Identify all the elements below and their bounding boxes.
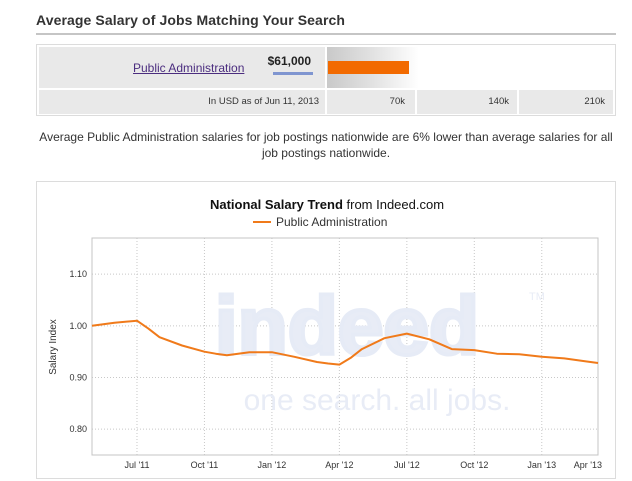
y-axis-title: Salary Index [48,319,59,375]
axis-ticks: 0.80 0.90 1.00 1.10 Jul '11 Oct '11 Jan '12 Apr… [69,269,602,470]
salary-panel: Public Administration $61,000 In USD as … [36,44,616,116]
chart-plot: indeed TM one search. all jobs. 0.80 0.90… [48,237,602,470]
watermark-tm: TM [529,291,545,303]
indeed-watermark: indeed TM one search. all jobs. [213,279,545,417]
x-tick-label: Jan '12 [258,460,287,470]
x-tick-label: Apr '13 [574,460,602,470]
chart-title: National Salary Trend from Indeed.com [37,197,617,212]
section-title: Average Salary of Jobs Matching Your Sea… [36,12,346,28]
x-tick-label: Oct '12 [460,460,488,470]
scale-label-140k: 140k [417,90,517,114]
salary-trend-chart: National Salary Trend from Indeed.com Pu… [36,181,616,479]
job-title-link[interactable]: Public Administration [133,61,245,75]
watermark-tagline: one search. all jobs. [244,384,511,417]
y-tick-label: 0.90 [69,373,87,383]
x-tick-label: Jul '12 [394,460,420,470]
legend-label: Public Administration [276,215,388,229]
series-lines [91,319,599,366]
y-tick-label: 0.80 [69,424,87,434]
legend-swatch [253,220,271,223]
series-line-public-administration [91,319,599,366]
salary-comparison-text: Average Public Administration salaries f… [39,130,613,160]
salary-underline [273,72,313,75]
plot-area [91,237,599,456]
salary-value: $61,000 [267,54,311,68]
chart-legend: Public Administration [253,215,387,229]
chart-title-bold: National Salary Trend [209,197,343,212]
job-cell [39,47,325,88]
x-tick-label: Apr '12 [325,460,353,470]
x-tick-label: Oct '11 [191,460,219,470]
chart-title-rest: from Indeed.com [342,197,445,212]
watermark-brand: indeed [215,281,479,372]
scale-label-210k: 210k [519,90,613,114]
y-tick-label: 1.00 [69,321,87,331]
salary-note: In USD as of Jun 11, 2013 [39,90,325,114]
scale-label-70k: 70k [327,90,415,114]
salary-bar [328,61,409,74]
title-divider [36,33,616,35]
x-tick-label: Jul '11 [124,460,149,470]
x-tick-label: Jan '13 [527,460,556,470]
y-tick-label: 1.10 [69,269,87,279]
